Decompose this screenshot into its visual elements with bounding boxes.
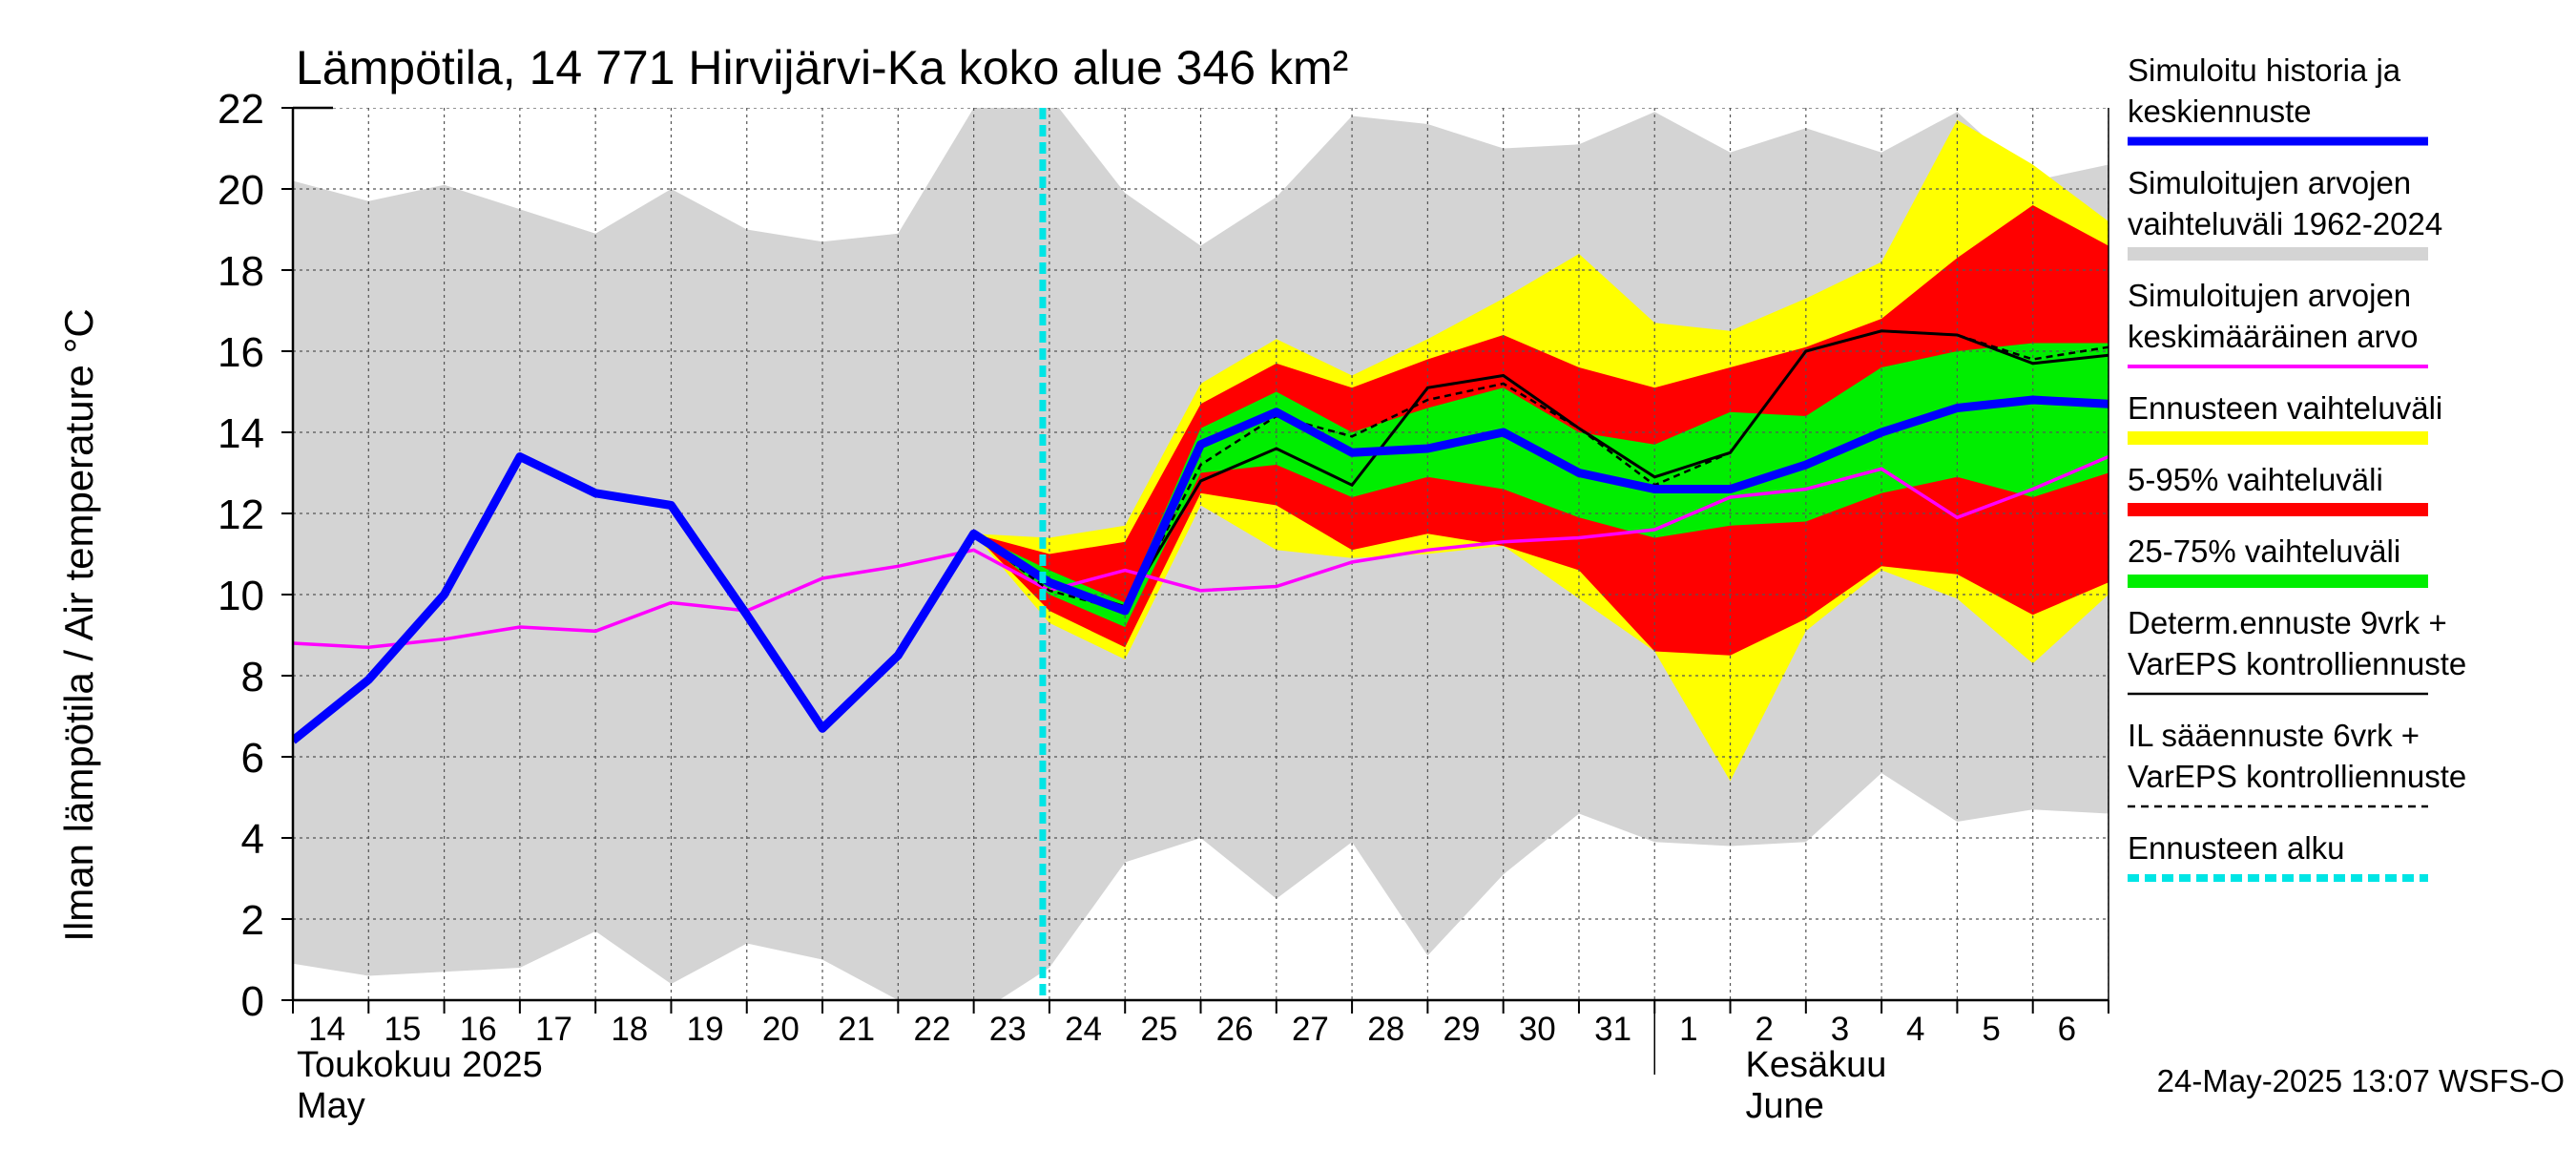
- series-simulated-line: [293, 395, 2109, 744]
- series-determ-forecast-line: [972, 329, 2109, 609]
- x-tick-label: 16: [460, 1011, 497, 1048]
- month-label-en: May: [297, 1086, 365, 1126]
- chart-title: Lämpötila, 14 771 Hirvijärvi-Ka koko alu…: [296, 41, 1348, 94]
- x-tick-label: 29: [1444, 1011, 1481, 1048]
- series-mean-line: [293, 454, 2109, 650]
- x-tick-label: 15: [384, 1011, 421, 1048]
- y-tick-label: 14: [218, 410, 264, 457]
- legend-label: Simuloitu historia ja: [2128, 52, 2401, 88]
- legend-label: keskiennuste: [2128, 94, 2312, 129]
- x-tick-label: 25: [1140, 1011, 1177, 1048]
- legend-label: 5-95% vaihteluväli: [2128, 462, 2383, 497]
- x-tick-label: 20: [762, 1011, 800, 1048]
- x-tick-label: 6: [2058, 1011, 2076, 1048]
- month-label-fi: Kesäkuu: [1746, 1045, 1887, 1085]
- timestamp: 24-May-2025 13:07 WSFS-O: [2157, 1063, 2565, 1098]
- x-tick-label: 24: [1065, 1011, 1102, 1048]
- legend-label: Ennusteen alku: [2128, 830, 2345, 866]
- x-tick-label: 27: [1292, 1011, 1329, 1048]
- month-label-en: June: [1746, 1086, 1824, 1126]
- x-tick-label: 2: [1755, 1011, 1773, 1048]
- month-label-fi: Toukokuu 2025: [297, 1045, 543, 1085]
- x-tick-label: 26: [1216, 1011, 1254, 1048]
- plot-area: [293, 108, 2109, 1000]
- y-tick-label: 8: [241, 654, 264, 700]
- y-axis-label: Ilman lämpötila / Air temperature °C: [56, 308, 101, 941]
- y-tick-label: 2: [241, 897, 264, 944]
- x-tick-label: 30: [1519, 1011, 1556, 1048]
- legend-label: Simuloitujen arvojen: [2128, 278, 2411, 313]
- x-tick-label: 23: [989, 1011, 1027, 1048]
- band-25-75: [973, 343, 2109, 627]
- x-tick-label: 5: [1982, 1011, 2000, 1048]
- y-tick-label: 22: [218, 86, 264, 133]
- legend-label: VarEPS kontrolliennuste: [2128, 759, 2466, 794]
- x-tick-label: 18: [611, 1011, 648, 1048]
- x-tick-label: 31: [1594, 1011, 1631, 1048]
- y-tick-label: 20: [218, 167, 264, 214]
- x-tick-label: 19: [687, 1011, 724, 1048]
- y-tick-label: 0: [241, 978, 264, 1025]
- y-tick-label: 18: [218, 248, 264, 295]
- y-tick-label: 10: [218, 573, 264, 619]
- x-tick-label: 14: [308, 1011, 345, 1048]
- y-tick-label: 12: [218, 491, 264, 538]
- x-tick-label: 17: [535, 1011, 572, 1048]
- x-tick-label: 4: [1906, 1011, 1924, 1048]
- x-tick-label: 3: [1831, 1011, 1849, 1048]
- x-tick-label: 28: [1367, 1011, 1404, 1048]
- y-tick-label: 4: [241, 816, 264, 863]
- legend-label: Determ.ennuste 9vrk +: [2128, 605, 2447, 640]
- legend-label: Simuloitujen arvojen: [2128, 165, 2411, 200]
- x-tick-label: 22: [914, 1011, 951, 1048]
- legend-label: vaihteluväli 1962-2024: [2128, 206, 2442, 241]
- legend-label: 25-75% vaihteluväli: [2128, 533, 2400, 569]
- y-tick-label: 16: [218, 329, 264, 376]
- legend-label: IL sääennuste 6vrk +: [2128, 718, 2420, 753]
- legend-label: VarEPS kontrolliennuste: [2128, 646, 2466, 681]
- legend-label: Ennusteen vaihteluväli: [2128, 390, 2442, 426]
- x-tick-label: 1: [1679, 1011, 1697, 1048]
- x-tick-label: 21: [838, 1011, 875, 1048]
- legend-label: keskimääräinen arvo: [2128, 319, 2418, 354]
- y-tick-label: 6: [241, 735, 264, 782]
